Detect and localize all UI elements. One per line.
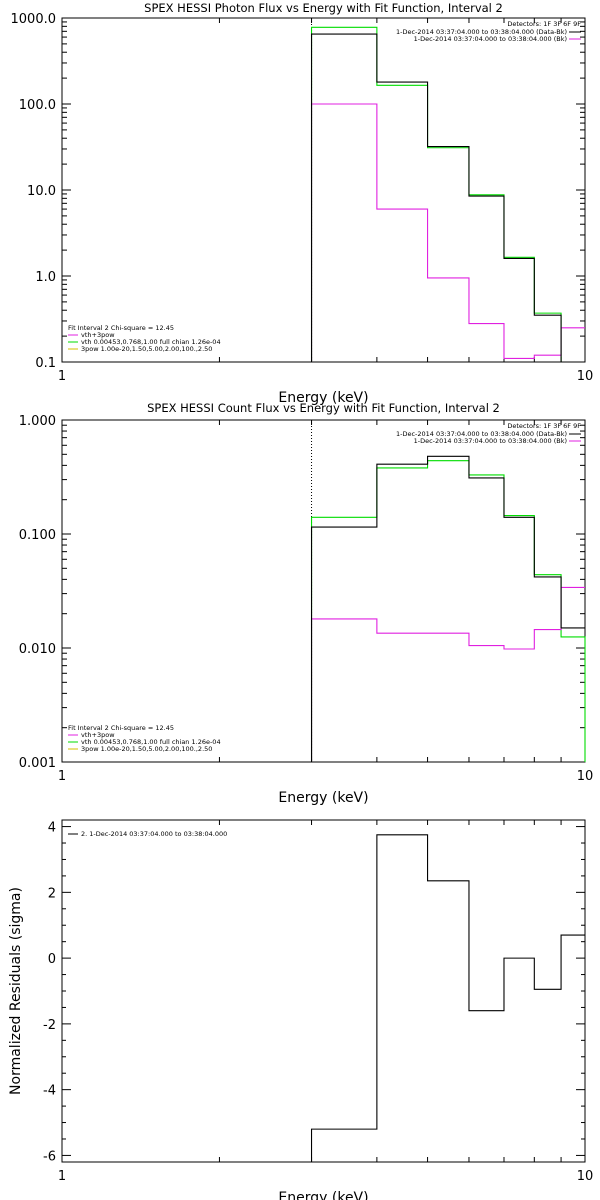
- legend-entry: 1-Dec-2014 03:37:04.000 to 03:38:04.000 …: [396, 28, 567, 36]
- series-background: [310, 103, 585, 362]
- y-tick-label: 1.0: [35, 270, 56, 285]
- x-tick-label: 10: [577, 769, 594, 784]
- plot-frame: [61, 419, 586, 763]
- legend-entry: 1-Dec-2014 03:37:04.000 to 03:38:04.000 …: [414, 437, 567, 445]
- y-tick-label: -6: [43, 1149, 56, 1164]
- y-tick-label: 0.001: [19, 756, 56, 771]
- chart-title: SPEX HESSI Photon Flux vs Energy with Fi…: [144, 1, 503, 15]
- series-background: [310, 586, 585, 762]
- y-tick-label: 1.000: [19, 414, 56, 429]
- chart-title: SPEX HESSI Count Flux vs Energy with Fit…: [147, 401, 500, 415]
- x-tick-label: 10: [577, 1169, 594, 1184]
- plot-frame: [61, 17, 586, 363]
- y-tick-label: 0.010: [19, 642, 56, 657]
- legend-entry: vth 0.00453,0.768,1.00 full chian 1.26e-…: [81, 738, 221, 746]
- legend-entry: 3pow 1.00e-20,1.50,5.00,2.00,100.,2.50: [81, 345, 212, 353]
- legend-entry: 1-Dec-2014 03:37:04.000 to 03:38:04.000 …: [414, 35, 567, 43]
- legend-entry: vth+3pow: [81, 731, 115, 739]
- y-axis-label: Normalized Residuals (sigma): [8, 887, 24, 1095]
- x-tick-label: 10: [577, 369, 594, 384]
- legend-entry: vth+3pow: [81, 331, 115, 339]
- y-tick-label: 2: [48, 886, 56, 901]
- series-fit: [310, 460, 586, 762]
- fit-info-header: Fit Interval 2 Chi-square = 12.45: [68, 724, 174, 732]
- x-axis-label: Energy (keV): [278, 390, 368, 406]
- legend-entry: vth 0.00453,0.768,1.00 full chian 1.26e-…: [81, 338, 221, 346]
- y-tick-label: -4: [43, 1084, 56, 1099]
- y-tick-label: 0.100: [19, 528, 56, 543]
- x-tick-label: 1: [58, 369, 66, 384]
- fit-info-header: Fit Interval 2 Chi-square = 12.45: [68, 324, 174, 332]
- residuals-panel: 1 10 -6 -4 -2 0 2 4 Energy (keV) Normalized Resid…: [8, 819, 594, 1200]
- y-tick-label: -2: [43, 1018, 56, 1033]
- detectors-label: Detectors: 1F 3F 6F 9F: [507, 20, 581, 28]
- series-data-minus-bk: [310, 455, 585, 762]
- x-axis-label: Energy (keV): [278, 1190, 368, 1200]
- x-axis-label: Energy (keV): [278, 790, 368, 806]
- y-tick-label: 100.0: [19, 98, 56, 113]
- series-data-minus-bk: [310, 33, 585, 363]
- legend-entry: 1-Dec-2014 03:37:04.000 to 03:38:04.000 …: [396, 430, 567, 438]
- y-tick-label: 10.0: [27, 184, 56, 199]
- photon-flux-panel: SPEX HESSI Photon Flux vs Energy with Fi…: [11, 1, 594, 406]
- y-tick-label: 0: [48, 952, 56, 967]
- count-flux-panel: SPEX HESSI Count Flux vs Energy with Fit…: [19, 401, 593, 806]
- x-tick-label: 1: [58, 769, 66, 784]
- legend-entry: 2. 1-Dec-2014 03:37:04.000 to 03:38:04.0…: [81, 830, 227, 838]
- y-tick-label: 4: [48, 821, 56, 836]
- y-tick-label: 1000.0: [11, 12, 57, 27]
- series-fit: [310, 26, 585, 363]
- y-tick-label: 0.1: [35, 356, 56, 371]
- detectors-label: Detectors: 1F 3F 6F 9F: [507, 422, 581, 430]
- x-tick-label: 1: [58, 1169, 66, 1184]
- plot-frame: [61, 819, 586, 1163]
- series-residuals: [310, 834, 585, 1162]
- legend-entry: 3pow 1.00e-20,1.50,5.00,2.00,100.,2.50: [81, 745, 212, 753]
